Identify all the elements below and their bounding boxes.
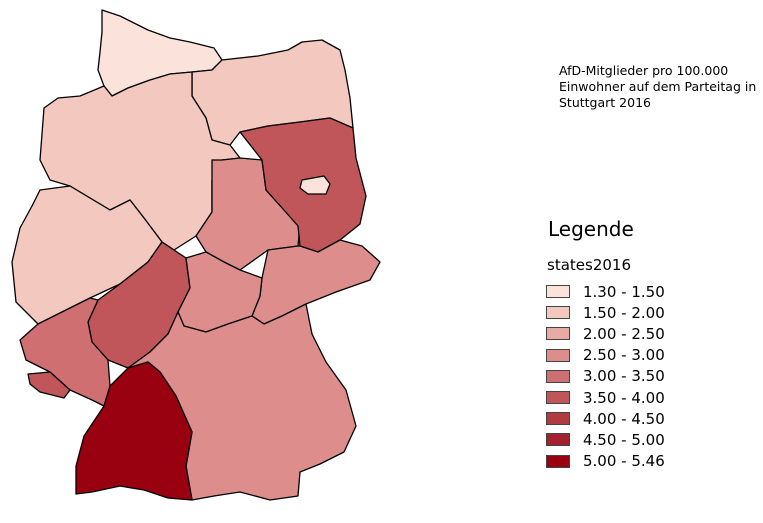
legend-swatch bbox=[546, 306, 570, 320]
legend-label: 4.50 - 5.00 bbox=[583, 430, 665, 449]
legend-layer-name: states2016 bbox=[547, 256, 631, 274]
legend-swatch bbox=[546, 412, 570, 426]
legend-label: 2.50 - 3.00 bbox=[583, 346, 665, 365]
legend-swatch bbox=[546, 391, 570, 405]
legend-item: 2.50 - 3.00 bbox=[546, 345, 665, 366]
legend-label: 4.00 - 4.50 bbox=[583, 409, 665, 428]
region-berlin bbox=[299, 175, 331, 195]
legend-item: 4.50 - 5.00 bbox=[546, 429, 665, 450]
legend-item: 1.50 - 2.00 bbox=[546, 302, 665, 323]
legend-list: 1.30 - 1.50 1.50 - 2.00 2.00 - 2.50 2.50… bbox=[546, 281, 665, 472]
legend-item: 4.00 - 4.50 bbox=[546, 408, 665, 429]
legend-swatch bbox=[546, 369, 570, 383]
legend-label: 5.00 - 5.46 bbox=[583, 452, 665, 471]
map-note: AfD-Mitglieder pro 100.000 Einwohner auf… bbox=[559, 63, 757, 110]
legend-item: 3.00 - 3.50 bbox=[546, 366, 665, 387]
legend-item: 2.00 - 2.50 bbox=[546, 323, 665, 344]
legend-swatch bbox=[546, 348, 570, 362]
legend-label: 1.30 - 1.50 bbox=[583, 282, 665, 301]
region-saarland bbox=[27, 371, 71, 399]
legend-swatch bbox=[546, 433, 570, 447]
region-sachsen bbox=[251, 239, 381, 325]
legend-swatch bbox=[546, 327, 570, 341]
legend-label: 1.50 - 2.00 bbox=[583, 303, 665, 322]
legend-label: 2.00 - 2.50 bbox=[583, 324, 665, 343]
legend-swatch bbox=[546, 285, 570, 299]
legend-item: 5.00 - 5.46 bbox=[546, 451, 665, 472]
legend-label: 3.00 - 3.50 bbox=[583, 367, 665, 386]
region-baden-wuerttemberg bbox=[75, 361, 193, 501]
legend-item: 3.50 - 4.00 bbox=[546, 387, 665, 408]
legend-item: 1.30 - 1.50 bbox=[546, 281, 665, 302]
legend-swatch bbox=[546, 454, 570, 468]
legend-title: Legende bbox=[548, 217, 634, 241]
legend-label: 3.50 - 4.00 bbox=[583, 388, 665, 407]
